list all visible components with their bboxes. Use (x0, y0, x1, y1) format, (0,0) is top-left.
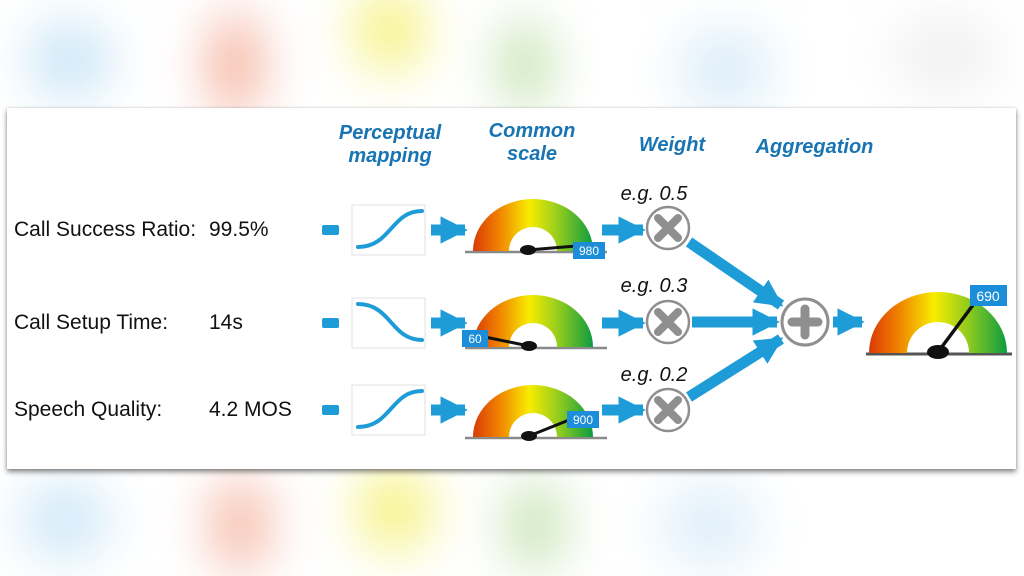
row-call-setup-time: 60 (322, 295, 691, 351)
header-line: mapping (348, 145, 432, 167)
input-dash-icon (322, 405, 339, 415)
kpi-value-call-success-ratio: 99.5% (209, 218, 269, 241)
header-line: Common (488, 120, 576, 142)
arrow-diagonal-up-icon (686, 334, 784, 402)
mapping-curve-box (351, 204, 426, 256)
header-line: scale (506, 143, 558, 165)
kpi-label-call-success-ratio: Call Success Ratio: (14, 218, 197, 241)
input-dash-icon (322, 318, 339, 328)
multiply-icon (645, 299, 691, 345)
needle-pivot (521, 341, 537, 351)
column-header-aggregation: Aggregation (755, 136, 874, 158)
arrow-diagonal-down-icon (685, 237, 785, 310)
column-header-perceptual-mapping: Perceptual mapping (325, 122, 455, 168)
gauge-aggregated-result: 690 (866, 285, 1012, 359)
needle-pivot (520, 245, 536, 255)
gauge-common-scale: 900 (465, 385, 607, 441)
svg-text:980: 980 (579, 244, 599, 258)
kpi-label-call-setup-time: Call Setup Time: (14, 311, 169, 334)
row-speech-quality: 900 (322, 384, 691, 441)
kpi-value-call-setup-time: 14s (209, 311, 243, 334)
gauge-value-badge: 60 (462, 330, 488, 347)
diagram-panel: Perceptual mapping Common scale Weight A… (7, 108, 1016, 469)
header-line: Perceptual (338, 122, 442, 144)
row-call-success-ratio: 980 (322, 199, 691, 259)
multiply-icon (645, 205, 691, 251)
weight-example-label: e.g. 0.2 (620, 364, 688, 386)
input-dash-icon (322, 225, 339, 235)
gauge-needle (936, 299, 978, 354)
mapping-curve-box (351, 297, 426, 349)
aggregation-section: 690 (685, 237, 1012, 402)
needle-pivot (927, 345, 949, 359)
gauge-needle (527, 244, 577, 252)
svg-text:60: 60 (468, 332, 482, 346)
gauge-needle (528, 416, 575, 438)
gauge-common-scale: 60 (462, 295, 607, 351)
weight-example-label: e.g. 0.3 (620, 275, 688, 297)
needle-pivot (521, 431, 537, 441)
svg-text:690: 690 (976, 288, 1000, 304)
gauge-common-scale: 980 (465, 199, 607, 259)
kpi-value-speech-quality: 4.2 MOS (209, 398, 292, 421)
svg-text:900: 900 (573, 413, 593, 427)
column-header-common-scale: Common scale (467, 120, 597, 166)
mapping-curve-box (351, 384, 426, 436)
gauge-value-badge: 900 (567, 411, 599, 428)
rising-sigmoid-curve-icon (356, 209, 424, 249)
gauge-value-badge: 690 (970, 285, 1007, 306)
gauge-value-badge: 980 (573, 242, 605, 259)
column-header-weight: Weight (638, 134, 706, 156)
diagram-graphics: 980 (322, 199, 1012, 441)
plus-icon (780, 297, 830, 347)
rising-sigmoid-curve-icon (356, 389, 424, 429)
falling-sigmoid-curve-icon (356, 302, 424, 342)
multiply-icon (645, 387, 691, 433)
kpi-label-speech-quality: Speech Quality: (14, 398, 163, 421)
weight-example-label: e.g. 0.5 (620, 183, 688, 205)
